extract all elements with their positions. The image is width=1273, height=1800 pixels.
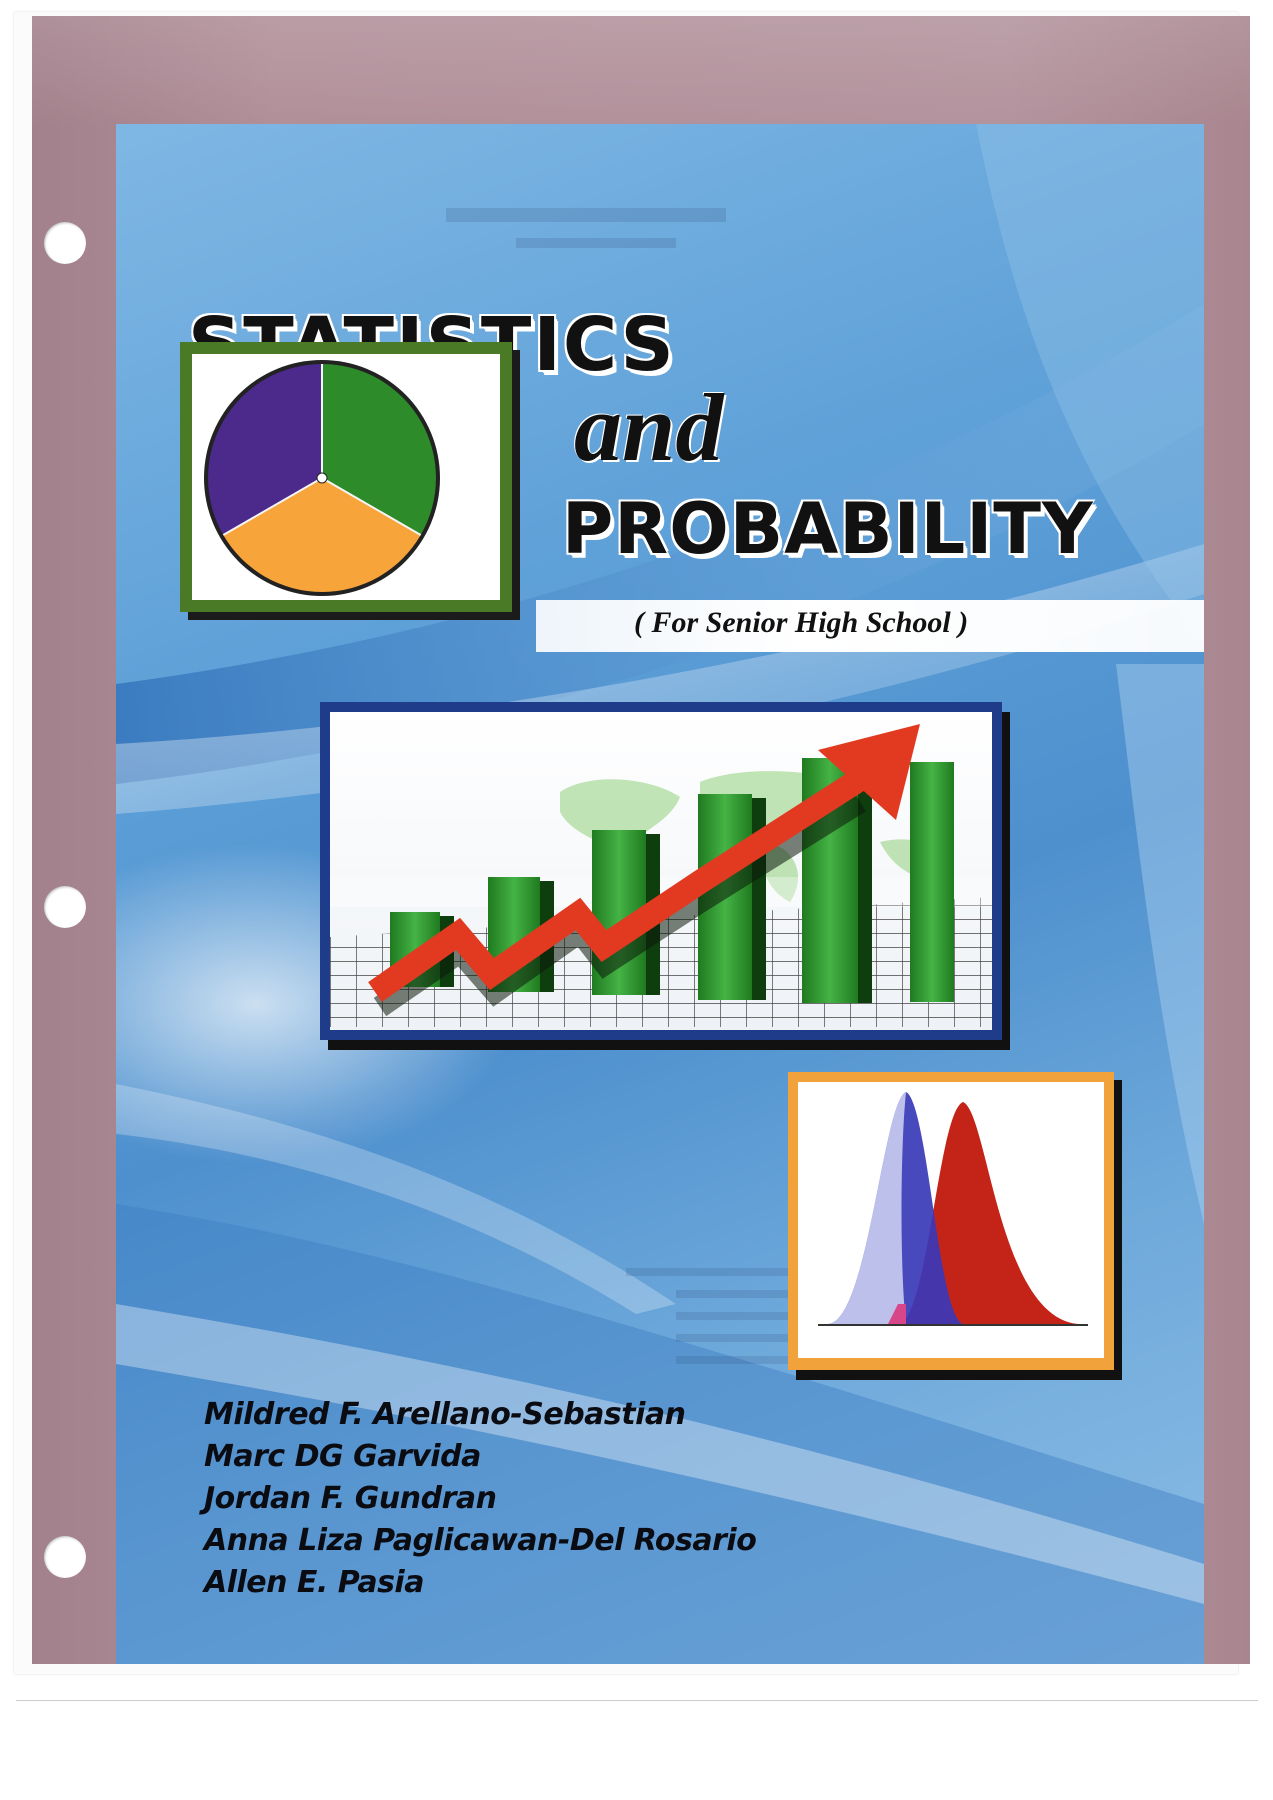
author-name: Allen E. Pasia <box>204 1565 424 1600</box>
scan-artifact-line <box>16 1700 1258 1701</box>
pie-slice-green <box>322 364 436 535</box>
subtitle: ( For Senior High School ) <box>634 606 969 639</box>
title-and: and <box>574 374 724 481</box>
author-name: Jordan F. Gundran <box>204 1481 497 1516</box>
book-cover: STATISTICS and PROBABILITY ( For Senior … <box>116 124 1204 1664</box>
author-list: Mildred F. Arellano-Sebastian Marc DG Ga… <box>204 1394 757 1604</box>
distribution-curves-illustration <box>788 1072 1122 1380</box>
binder-hole-bottom <box>44 1536 86 1578</box>
pie-slice-purple <box>208 364 322 535</box>
bar-chart-illustration <box>320 702 1010 1050</box>
binder-hole-top <box>44 222 86 264</box>
binder-hole-middle <box>44 886 86 928</box>
arrow-head <box>818 724 920 820</box>
pie-slice-orange <box>223 478 421 592</box>
author-name: Anna Liza Paglicawan-Del Rosario <box>204 1523 757 1558</box>
trend-arrow <box>368 763 875 1002</box>
sleeve-shine <box>32 16 1250 126</box>
author-name: Mildred F. Arellano-Sebastian <box>204 1397 686 1432</box>
author-name: Marc DG Garvida <box>204 1439 481 1474</box>
title-probability: PROBABILITY <box>562 488 1094 570</box>
subtitle-band <box>536 600 1204 652</box>
pie-chart-illustration <box>180 342 520 620</box>
showthrough-text <box>416 204 736 280</box>
